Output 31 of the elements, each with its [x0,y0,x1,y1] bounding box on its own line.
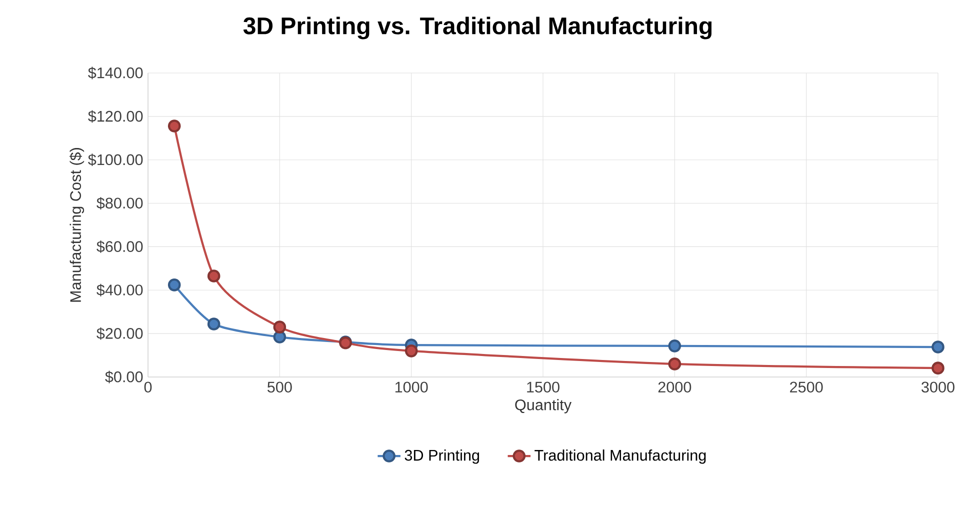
point [932,362,944,374]
y-tick-label: $140.00 [88,66,143,80]
y-tick-label: $80.00 [96,197,143,210]
point [168,278,181,292]
legend-label: Traditional Manufacturing [534,449,706,464]
y-tick-label: $0.00 [105,370,143,384]
y-tick-label: $100.00 [88,154,143,166]
point [207,270,220,282]
x-tick-label: 1000 [395,382,428,393]
x-tick-label: 1500 [527,382,560,393]
x-tick-label: 0 [144,382,152,393]
x-tick-label: 3000 [922,382,954,393]
point [404,344,418,358]
point [668,340,682,352]
chart-title: 3D Printing vs. Traditional Manufacturing [243,16,712,40]
point [207,318,220,330]
y-tick-label: $120.00 [88,110,143,123]
y-tick-label: $20.00 [96,327,143,340]
x-axis-title: Quantity [515,399,572,414]
point [668,358,682,370]
x-tick-label: 2000 [658,382,692,393]
point [273,320,286,334]
legend-label: 3D Printing [404,449,480,464]
y-axis-title: Manufacturing Cost ($) [70,148,84,302]
point [168,120,181,132]
point [932,340,944,354]
y-tick-label: $60.00 [96,240,143,253]
point [273,330,286,344]
x-tick-label: 2500 [790,382,823,393]
y-tick-label: $40.00 [96,284,143,296]
x-tick-label: 500 [267,382,292,393]
